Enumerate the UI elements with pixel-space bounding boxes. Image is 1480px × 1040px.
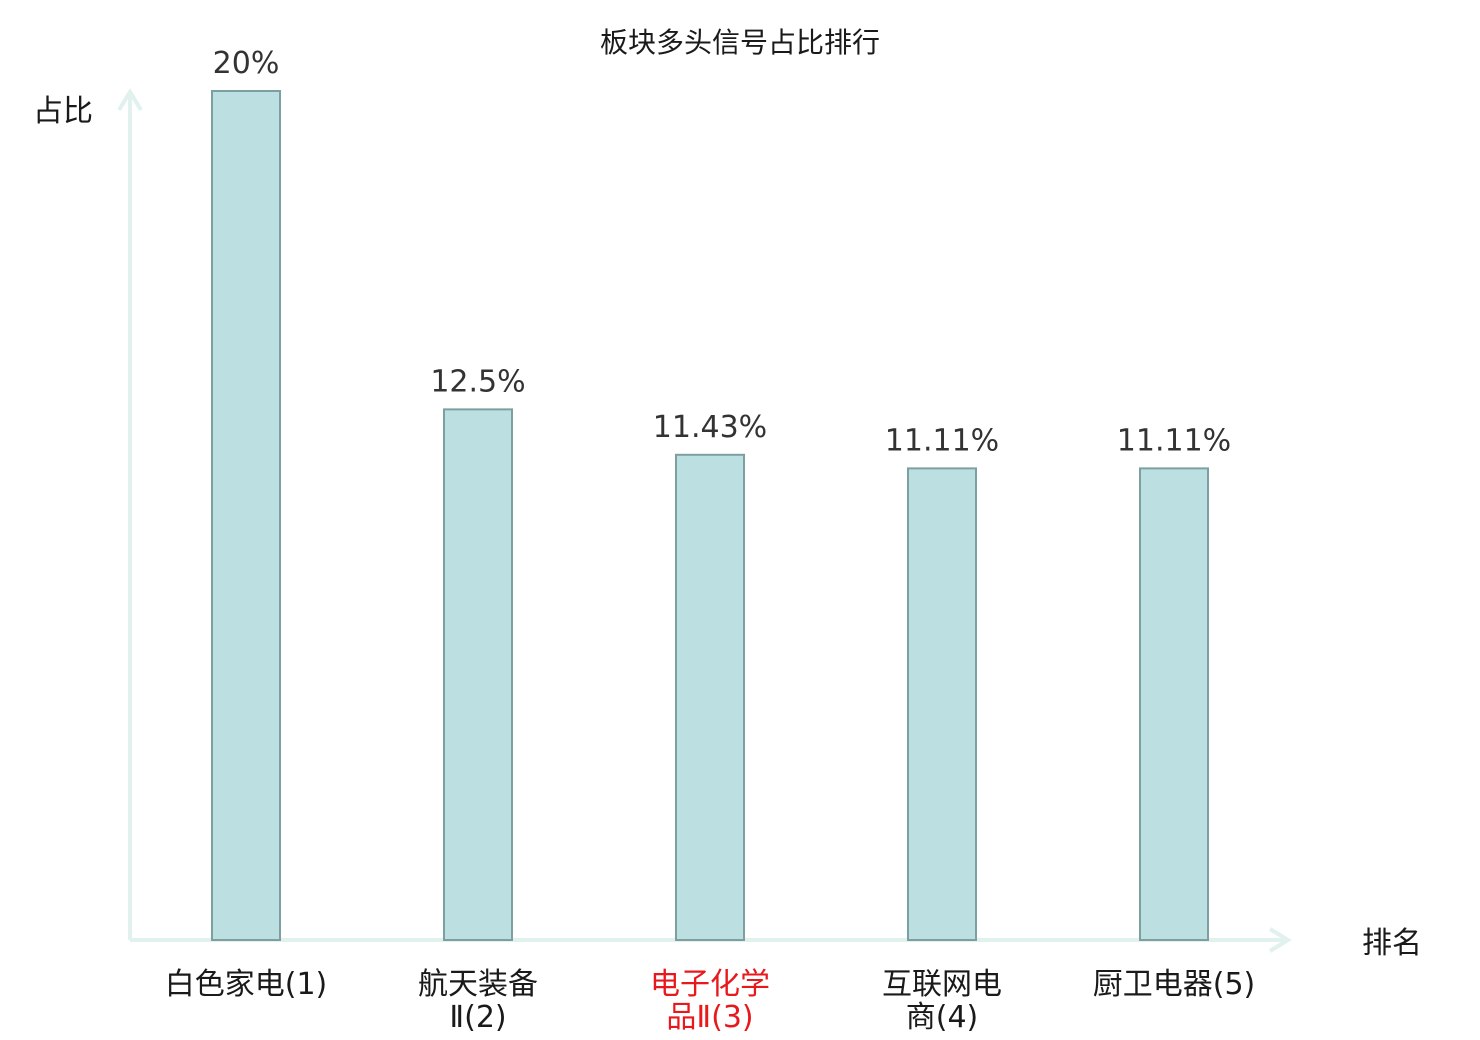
category-label-4-line-1: 互联网电 [882, 967, 1002, 1002]
value-labels: 20% 12.5% 11.43% 11.11% 11.11% [213, 46, 1232, 458]
y-axis-arrow [117, 88, 143, 112]
category-label-1: 白色家电(1) [165, 967, 328, 1002]
y-axis-label: 占比 [33, 94, 93, 129]
bar-2 [443, 408, 513, 941]
chart-title: 板块多头信号占比排行 [600, 26, 880, 59]
bar-1 [211, 90, 281, 941]
x-axis: 排名 [130, 926, 1422, 961]
x-axis-label: 排名 [1362, 926, 1422, 961]
value-label-2: 12.5% [430, 364, 525, 399]
category-label-2-line-2: Ⅱ(2) [449, 1000, 506, 1035]
value-label-1: 20% [213, 46, 280, 81]
bar-5 [1139, 467, 1209, 941]
category-label-5: 厨卫电器(5) [1093, 967, 1256, 1002]
category-label-4-line-2: 商(4) [906, 1000, 979, 1035]
bar-4 [907, 467, 977, 941]
x-axis-arrow [1268, 927, 1292, 953]
category-label-2-line-1: 航天装备 [418, 967, 538, 1002]
bar-3 [675, 453, 745, 941]
category-label-3-line-2: 品Ⅱ(3) [666, 1000, 753, 1035]
value-label-5: 11.11% [1117, 423, 1231, 458]
bars [211, 90, 1209, 941]
category-label-3-line-1: 电子化学 [650, 967, 770, 1002]
y-axis: 占比 [33, 88, 143, 940]
value-label-4: 11.11% [885, 423, 999, 458]
value-label-3: 11.43% [653, 410, 767, 445]
